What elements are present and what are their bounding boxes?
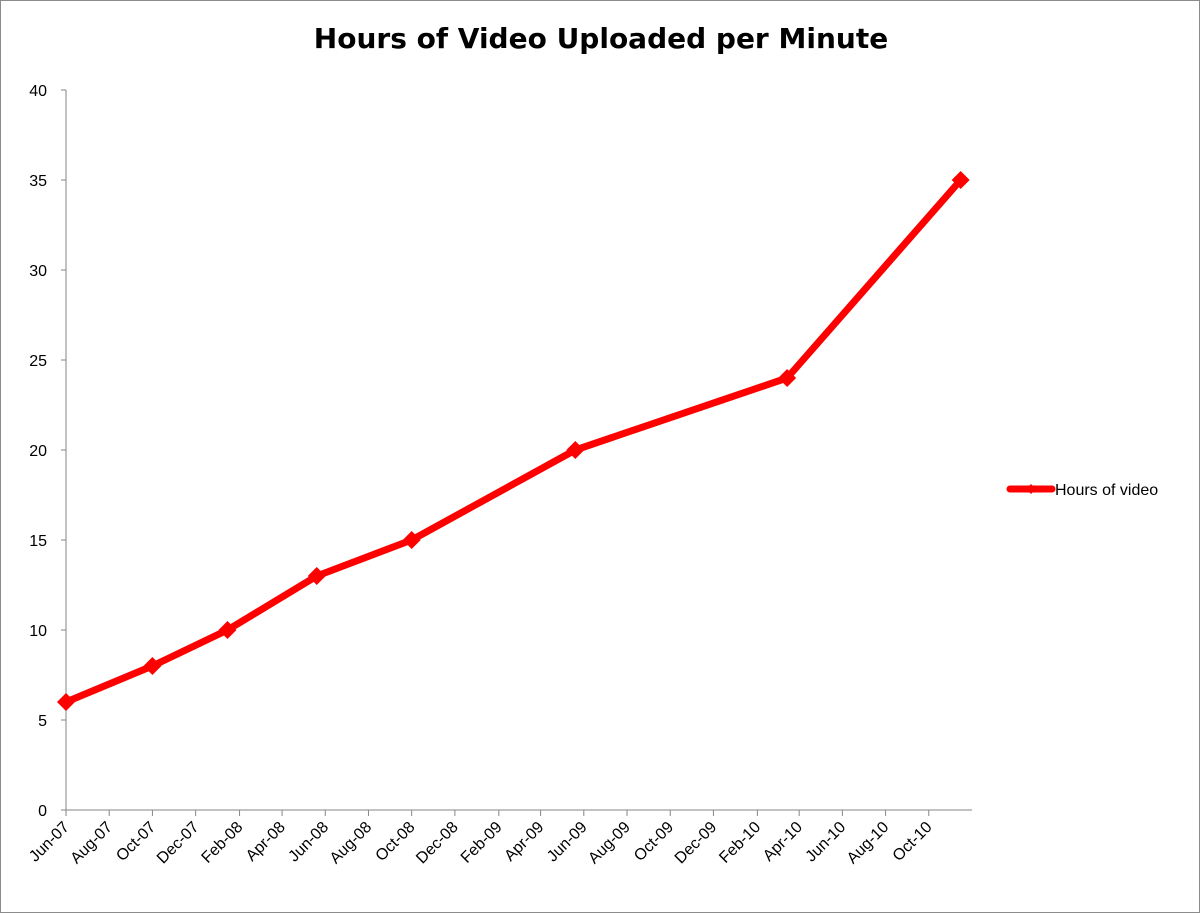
- series-line: [62, 176, 965, 706]
- y-tick-label: 15: [29, 533, 47, 550]
- x-tick-label: Feb-08: [199, 819, 247, 867]
- data-point-marker: [57, 693, 75, 711]
- data-point-marker: [402, 531, 421, 549]
- y-tick-label: 40: [29, 83, 47, 100]
- y-tick-label: 35: [29, 173, 47, 190]
- x-tick-label: Jun-07: [26, 819, 73, 866]
- x-tick-label: Jun-10: [803, 819, 850, 866]
- y-tick-label: 0: [38, 803, 47, 820]
- y-tick-label: 10: [29, 623, 47, 640]
- x-tick-label: Aug-07: [68, 819, 117, 868]
- x-tick-label: Apr-08: [243, 819, 289, 865]
- legend-marker: [1026, 484, 1036, 494]
- chart-title: Hours of Video Uploaded per Minute: [313, 22, 889, 55]
- x-tick-label: Feb-09: [458, 819, 506, 867]
- x-tick-label: Jun-09: [544, 819, 591, 866]
- x-tick-label: Dec-09: [672, 819, 721, 868]
- x-tick-label: Aug-10: [844, 819, 893, 868]
- x-tick-label: Aug-09: [585, 819, 634, 868]
- x-tick-label: Dec-08: [413, 819, 462, 868]
- x-tick-label: Feb-10: [716, 819, 764, 867]
- axes: 0 5 10 15 20 25 30 35 40 Jun-07Aug-07Oct-07Dec-07…: [26, 83, 972, 867]
- x-tick-label: Oct-07: [113, 819, 159, 865]
- data-point-marker: [307, 567, 326, 585]
- y-tick-label: 30: [29, 263, 47, 280]
- data-point-marker: [778, 369, 797, 387]
- data-point-marker: [566, 441, 585, 459]
- x-tick-label: Oct-08: [373, 819, 419, 865]
- legend-label: Hours of video: [1055, 482, 1158, 499]
- y-tick-label: 20: [29, 443, 47, 460]
- x-tick-label: Aug-08: [327, 819, 376, 868]
- y-tick-label: 5: [38, 713, 47, 730]
- x-tick-label: Apr-09: [501, 819, 547, 865]
- data-point-marker: [143, 657, 162, 675]
- y-tick-label: 25: [29, 353, 47, 370]
- x-tick-label: Dec-07: [154, 819, 203, 868]
- x-tick-label: Apr-10: [760, 819, 806, 865]
- data-point-marker: [218, 621, 237, 639]
- x-tick-label: Jun-08: [285, 819, 332, 866]
- data-point-marker: [951, 171, 970, 189]
- x-tick-label: Oct-09: [631, 819, 677, 865]
- x-tick-label: Oct-10: [890, 819, 936, 865]
- series-layer: [57, 171, 970, 711]
- legend: Hours of video: [1006, 482, 1158, 499]
